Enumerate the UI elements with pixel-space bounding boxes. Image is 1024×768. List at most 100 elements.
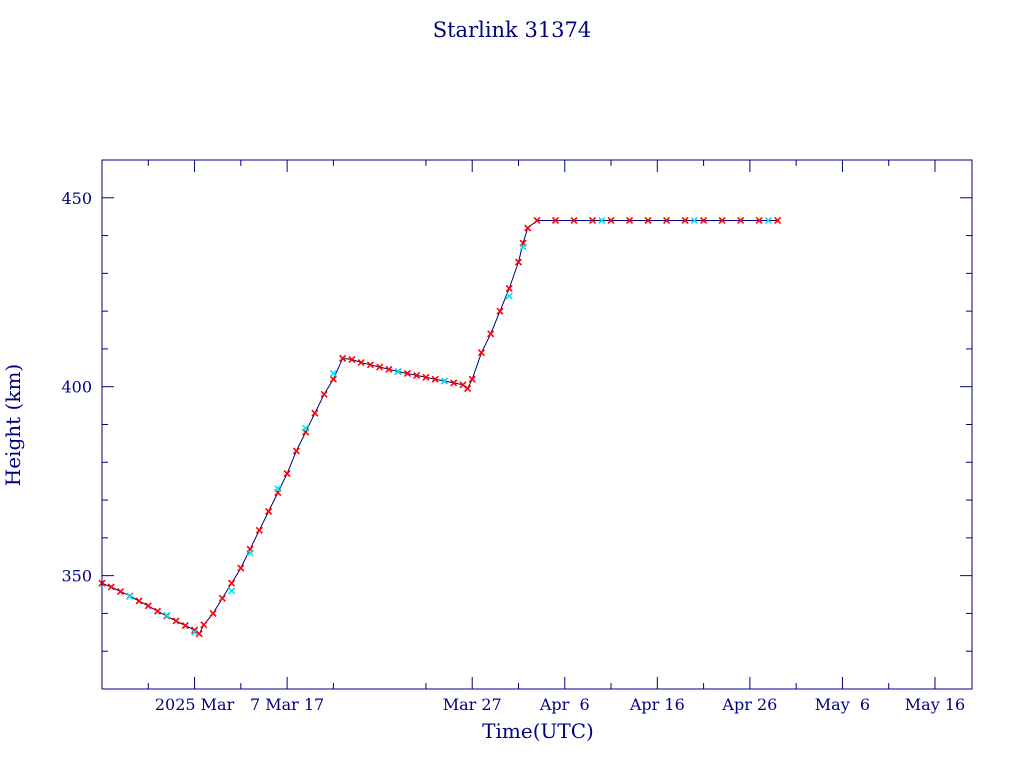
y-tick-label: 350	[61, 567, 92, 586]
data-point-red-stroke-b	[237, 564, 245, 572]
data-point-red	[496, 307, 504, 315]
data-point-red	[339, 354, 347, 362]
data-point-red-stroke-b	[292, 447, 300, 455]
y-axis-title: Height (km)	[1, 364, 25, 486]
data-point-red	[320, 390, 328, 398]
data-point-red	[487, 330, 495, 338]
data-points	[98, 216, 782, 638]
data-point-red	[700, 216, 708, 225]
data-point-red-stroke-b	[339, 354, 347, 362]
data-point-red-stroke-b	[464, 385, 472, 393]
data-point-red	[625, 216, 634, 225]
data-point-red	[774, 216, 782, 225]
data-point-cyan	[519, 243, 527, 251]
data-point-cyan	[302, 424, 310, 432]
data-point-red-stroke-b	[505, 284, 513, 293]
data-point-red-stroke-b	[570, 216, 578, 225]
data-point-red-stroke-b	[413, 371, 421, 379]
data-point-cyan-stroke-b	[519, 243, 527, 251]
data-point-cyan	[190, 628, 199, 636]
data-point-red-stroke-b	[190, 626, 199, 634]
data-point-red-stroke-b	[533, 216, 541, 225]
data-point-cyan-stroke-b	[505, 292, 513, 300]
data-point-cyan	[394, 368, 402, 376]
data-point-red-stroke-b	[496, 307, 504, 315]
data-point-red-stroke-b	[422, 373, 430, 381]
data-point-red-stroke-b	[700, 216, 708, 225]
data-point-cyan	[246, 549, 254, 557]
data-point-cyan	[690, 216, 698, 225]
chart-title: Starlink 31374	[433, 18, 592, 42]
y-tick-label: 400	[61, 378, 92, 397]
data-point-red-stroke-b	[625, 216, 634, 225]
data-point-cyan-stroke-b	[274, 485, 282, 493]
data-point-red	[116, 587, 125, 596]
data-point-red	[366, 361, 374, 369]
x-tick-label: Apr 6	[539, 695, 590, 714]
data-point-red-stroke-b	[450, 379, 458, 387]
data-point-red	[329, 375, 337, 383]
data-point-red	[200, 621, 208, 629]
data-point-red	[551, 216, 560, 225]
x-tick-label: 2025 Mar	[155, 695, 235, 714]
data-point-red-stroke-b	[737, 216, 745, 225]
data-point-red-stroke-b	[153, 607, 162, 615]
x-axis-title: Time(UTC)	[482, 719, 594, 743]
y-tick-label: 450	[61, 189, 92, 208]
data-point-red-stroke-b	[135, 597, 143, 605]
data-point-red	[255, 526, 263, 534]
data-point-red	[107, 583, 115, 591]
data-point-red	[403, 369, 411, 378]
data-point-red	[209, 609, 217, 617]
data-point-red	[755, 216, 763, 225]
data-point-red	[228, 579, 236, 587]
data-point-red	[524, 224, 532, 232]
data-point-red	[348, 355, 356, 364]
data-point-red	[422, 373, 430, 381]
data-point-red	[385, 365, 393, 373]
data-point-red	[283, 470, 291, 478]
x-tick-label: May 16	[905, 695, 965, 714]
data-point-red-stroke-b	[718, 216, 726, 225]
data-point-red-stroke-b	[644, 216, 652, 225]
data-point-red-stroke-b	[320, 390, 328, 398]
data-point-red-stroke-b	[357, 358, 365, 367]
data-point-cyan	[764, 216, 772, 225]
data-point-red	[663, 216, 671, 225]
data-point-red	[181, 621, 189, 630]
data-point-red	[468, 375, 476, 383]
data-point-cyan-stroke-b	[163, 611, 171, 619]
data-point-red	[292, 447, 300, 455]
data-point-red	[153, 607, 162, 615]
data-point-red-stroke-b	[468, 375, 476, 383]
data-point-red	[144, 602, 152, 610]
data-point-red-stroke-b	[774, 216, 782, 225]
data-point-red-stroke-b	[607, 216, 615, 225]
data-point-red	[514, 258, 523, 266]
data-point-red-stroke-b	[551, 216, 560, 225]
data-point-red	[218, 594, 226, 602]
data-point-red-stroke-b	[195, 630, 203, 638]
data-point-red-stroke-b	[588, 216, 597, 225]
data-point-cyan	[228, 587, 236, 595]
data-point-red	[195, 630, 203, 638]
height-trajectory-line	[101, 220, 778, 635]
axis-ticks	[102, 160, 972, 689]
data-point-cyan-stroke-b	[440, 377, 449, 385]
data-point-red	[570, 216, 578, 225]
data-point-red-stroke-b	[524, 224, 532, 232]
data-point-red	[533, 216, 541, 225]
data-point-red-stroke-b	[681, 216, 689, 225]
data-point-red-stroke-b	[376, 363, 384, 371]
tick-labels: 2025 Mar 7 Mar 17 Mar 27 Apr 6 Apr 16 Apr 26 M…	[61, 189, 965, 714]
data-point-red	[681, 216, 689, 225]
data-point-red-stroke-b	[144, 602, 152, 610]
data-point-cyan	[329, 369, 337, 378]
data-point-cyan	[126, 592, 134, 600]
data-point-red-stroke-b	[209, 609, 217, 617]
data-point-cyan-stroke-b	[302, 424, 310, 432]
data-point-red-stroke-b	[329, 375, 337, 383]
data-point-red	[413, 371, 421, 379]
data-point-red	[135, 597, 143, 605]
